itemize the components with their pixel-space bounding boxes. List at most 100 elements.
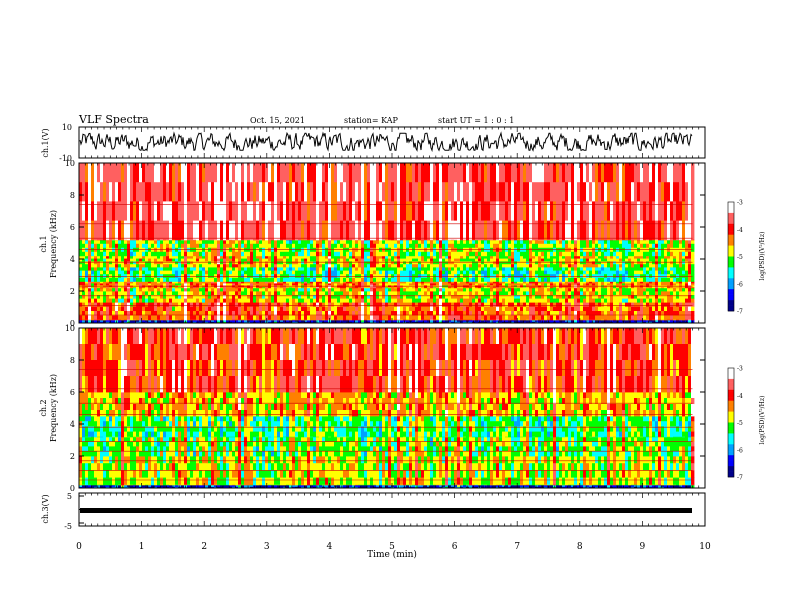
- spectrogram-cell: [496, 298, 500, 303]
- spectrogram-cell: [109, 283, 113, 286]
- spectrogram-cell: [292, 306, 296, 312]
- spectrogram-cell: [181, 298, 185, 303]
- spectrogram-cell: [115, 251, 119, 257]
- spectrogram-cell: [505, 319, 509, 323]
- spectrogram-cell: [322, 319, 326, 323]
- spectrogram-cell: [376, 220, 380, 241]
- spectrogram-cell: [115, 264, 119, 268]
- spectrogram-cell: [541, 311, 545, 316]
- spectrogram-cell: [472, 243, 476, 249]
- spectrogram-cell: [460, 283, 464, 286]
- spectrogram-cell: [334, 277, 338, 282]
- spectrogram-cell: [223, 243, 227, 249]
- spectrogram-cell: [118, 285, 122, 288]
- spectrogram-cell: [535, 251, 539, 257]
- spectrogram-cell: [223, 251, 227, 257]
- spectrogram-cell: [232, 239, 236, 245]
- spectrogram-cell: [193, 285, 197, 288]
- spectrogram-cell: [295, 295, 299, 299]
- spectrogram-cell: [523, 311, 527, 316]
- spectrogram-cell: [535, 201, 539, 221]
- spectrogram-cell: [139, 258, 143, 262]
- spectrogram-cell: [400, 298, 404, 303]
- spectrogram-cell: [250, 239, 254, 245]
- spectrogram-cell: [100, 239, 104, 245]
- spectrogram-cell: [307, 306, 311, 312]
- spectrogram-cell: [148, 267, 152, 271]
- spectrogram-cell: [97, 298, 101, 303]
- spectrogram-cell: [373, 298, 377, 303]
- spectrogram-cell: [442, 287, 446, 289]
- spectrogram-cell: [184, 182, 188, 202]
- spectrogram-cell: [211, 291, 215, 296]
- spectrogram-cell: [394, 311, 398, 316]
- spectrogram-cell: [355, 243, 359, 249]
- spectrogram-cell: [115, 247, 119, 253]
- spectrogram-cell: [487, 291, 491, 296]
- spectrogram-cell: [511, 258, 515, 262]
- spectrogram-cell: [337, 163, 341, 183]
- spectrogram-cell: [169, 267, 173, 271]
- spectrogram-cell: [523, 182, 527, 202]
- spectrogram-cell: [208, 287, 212, 292]
- spectrogram-cell: [88, 255, 92, 259]
- spectrogram-cell: [382, 277, 386, 282]
- spectrogram-cell: [511, 283, 515, 286]
- spectrogram-cell: [166, 267, 170, 271]
- spectrogram-cell: [418, 267, 422, 271]
- spectrogram-cell: [118, 274, 122, 279]
- spectrogram-cell: [301, 201, 305, 221]
- spectrogram-cell: [130, 220, 134, 241]
- spectrogram-cell: [307, 258, 311, 262]
- spectrogram-cell: [112, 298, 116, 303]
- spectrogram-cell: [229, 285, 233, 288]
- spectrogram-cell: [463, 285, 467, 288]
- spectrogram-cell: [103, 182, 107, 202]
- spectrogram-cell: [442, 311, 446, 316]
- spectrogram-cell: [421, 255, 425, 259]
- spectrogram-cell: [331, 281, 335, 284]
- spectrogram-cell: [196, 298, 200, 303]
- spectrogram-cell: [535, 291, 539, 296]
- spectrogram-cell: [391, 267, 395, 271]
- spectrogram-cell: [310, 264, 314, 268]
- spectrogram-cell: [211, 285, 215, 288]
- spectrogram-cell: [106, 291, 110, 296]
- spectrogram-cell: [370, 319, 374, 323]
- spectrogram-cell: [544, 295, 548, 299]
- spectrogram-cell: [469, 295, 473, 299]
- spectrogram-cell: [358, 258, 362, 262]
- spectrogram-cell: [391, 274, 395, 279]
- spectrogram-cell: [235, 283, 239, 286]
- spectrogram-cell: [445, 258, 449, 262]
- spectrogram-cell: [499, 182, 503, 202]
- spectrogram-cell: [247, 247, 251, 253]
- spectrogram-cell: [130, 267, 134, 271]
- spectrogram-cell: [103, 281, 107, 284]
- spectrogram-cell: [472, 311, 476, 316]
- spectrogram-cell: [520, 291, 524, 296]
- spectrogram-cell: [202, 247, 206, 253]
- spectrogram-cell: [280, 163, 284, 183]
- spectrogram-cell: [469, 220, 473, 241]
- spectrogram-cell: [88, 220, 92, 241]
- spectrogram-cell: [538, 163, 542, 183]
- spectrogram-cell: [148, 270, 152, 275]
- spectrogram-cell: [232, 261, 236, 265]
- spectrogram-cell: [532, 295, 536, 299]
- spectrogram-cell: [523, 295, 527, 299]
- spectrogram-cell: [472, 201, 476, 221]
- spectrogram-cell: [148, 306, 152, 312]
- spectrogram-cell: [376, 255, 380, 259]
- spectrogram-cell: [244, 258, 248, 262]
- spectrogram-cell: [376, 239, 380, 245]
- spectrogram-cell: [439, 281, 443, 284]
- spectrogram-cell: [406, 287, 410, 292]
- spectrogram-cell: [310, 267, 314, 271]
- spectrogram-cell: [289, 255, 293, 259]
- spectrogram-cell: [214, 277, 218, 282]
- spectrogram-cell: [214, 287, 218, 289]
- spectrogram-cell: [190, 291, 194, 296]
- spectrogram-cell: [379, 258, 383, 262]
- spectrogram-cell: [448, 255, 452, 259]
